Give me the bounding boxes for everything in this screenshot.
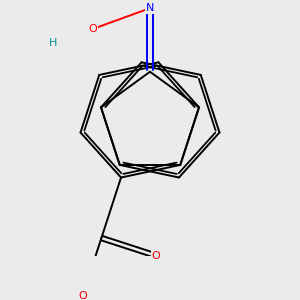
Text: N: N: [146, 3, 154, 13]
Text: O: O: [89, 24, 98, 34]
Text: O: O: [152, 251, 161, 261]
Text: O: O: [89, 24, 98, 34]
Text: H: H: [49, 38, 58, 48]
Text: N: N: [146, 3, 154, 13]
Text: O: O: [78, 291, 87, 300]
